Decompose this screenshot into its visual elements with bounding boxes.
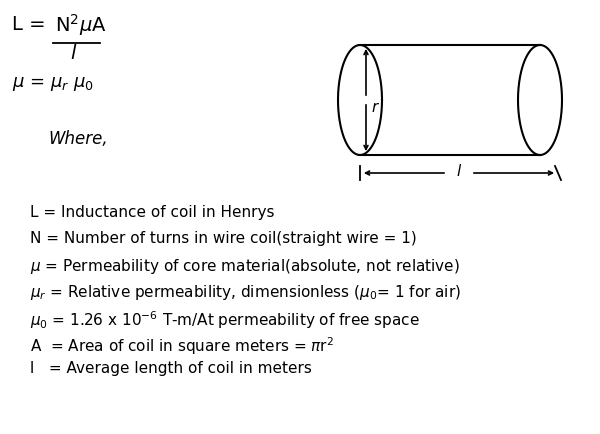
Text: $\mu$ = $\mu$$_r$ $\mu$$_0$: $\mu$ = $\mu$$_r$ $\mu$$_0$ (12, 75, 94, 93)
Text: l: l (457, 164, 461, 180)
Text: A  = Area of coil in square meters = $\pi$r$^2$: A = Area of coil in square meters = $\pi… (30, 335, 334, 357)
Text: N = Number of turns in wire coil(straight wire = 1): N = Number of turns in wire coil(straigh… (30, 231, 417, 246)
Text: Where,: Where, (48, 130, 107, 148)
Text: L =: L = (12, 15, 46, 34)
Text: N$^2$$\mu$A: N$^2$$\mu$A (55, 12, 107, 38)
Text: L = Inductance of coil in Henrys: L = Inductance of coil in Henrys (30, 205, 275, 220)
Text: $\mu_0$ = 1.26 x 10$^{-6}$ T-m/At permeability of free space: $\mu_0$ = 1.26 x 10$^{-6}$ T-m/At permea… (30, 309, 420, 331)
Text: l: l (70, 44, 76, 63)
Text: $\mu$ = Permeability of core material(absolute, not relative): $\mu$ = Permeability of core material(ab… (30, 257, 460, 276)
Text: r: r (371, 101, 377, 115)
Text: l   = Average length of coil in meters: l = Average length of coil in meters (30, 361, 312, 376)
Text: $\mu_r$ = Relative permeability, dimensionless ($\mu_0$= 1 for air): $\mu_r$ = Relative permeability, dimensi… (30, 283, 461, 302)
